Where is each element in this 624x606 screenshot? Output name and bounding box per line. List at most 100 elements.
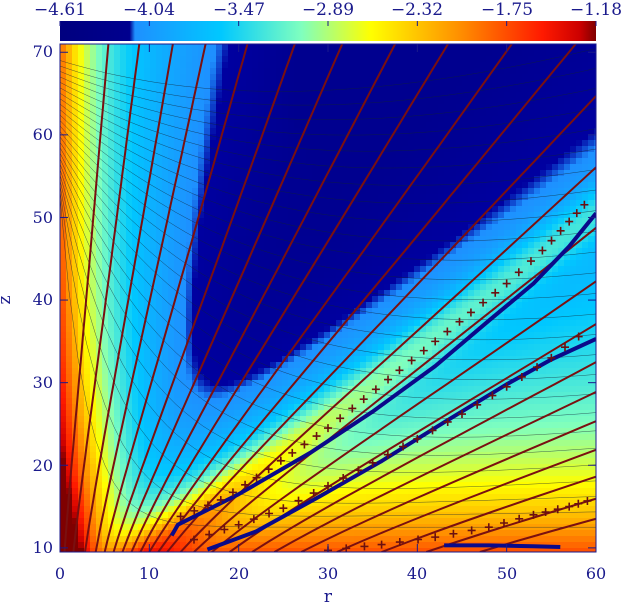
- field-cell-2098: [228, 182, 235, 189]
- field-cell-264: [564, 56, 571, 63]
- field-cell-1352: [72, 134, 79, 141]
- field-cell-625: [570, 80, 577, 87]
- field-cell-524: [504, 74, 511, 81]
- field-cell-4480: [480, 338, 487, 345]
- field-cell-636: [96, 86, 103, 93]
- field-cell-2347: [102, 200, 109, 207]
- field-cell-3653: [378, 284, 385, 291]
- field-cell-3443: [198, 272, 205, 279]
- field-cell-4899: [294, 368, 301, 375]
- field-cell-2541: [186, 212, 193, 219]
- field-cell-2591: [486, 212, 493, 219]
- field-cell-4370: [360, 332, 367, 339]
- field-cell-3431: [126, 272, 133, 279]
- field-cell-1623: [78, 152, 85, 159]
- field-cell-1719: [114, 158, 121, 165]
- field-cell-1084: [84, 116, 91, 123]
- field-cell-155: [450, 50, 457, 57]
- field-cell-3642: [312, 284, 319, 291]
- field-cell-2905: [210, 236, 217, 243]
- field-cell-493: [318, 74, 325, 81]
- field-cell-250: [480, 56, 487, 63]
- field-cell-356: [576, 62, 583, 69]
- field-cell-37: [282, 44, 289, 51]
- field-cell-1134: [384, 116, 391, 123]
- field-cell-1870: [480, 164, 487, 171]
- field-cell-3903: [258, 302, 265, 309]
- field-cell-2260: [120, 194, 127, 201]
- field-cell-1645: [210, 152, 217, 159]
- field-cell-1012: [192, 110, 199, 117]
- field-cell-1516: [516, 140, 523, 147]
- field-cell-1644: [204, 152, 211, 159]
- field-cell-3522: [132, 278, 139, 285]
- field-cell-2376: [276, 200, 283, 207]
- field-cell-4883: [198, 368, 205, 375]
- field-cell-4601: [126, 350, 133, 357]
- field-cell-470: [180, 74, 187, 81]
- field-cell-1343: [558, 128, 565, 135]
- field-cell-719: [594, 86, 596, 93]
- field-cell-2628: [168, 218, 175, 225]
- field-cell-697: [462, 86, 469, 93]
- field-cell-2605: [570, 212, 577, 219]
- field-cell-979: [534, 104, 541, 111]
- field-cell-3999: [294, 308, 301, 315]
- field-cell-2352: [132, 200, 139, 207]
- field-cell-2751: [366, 224, 373, 231]
- field-cell-3958: [588, 302, 595, 309]
- field-cell-2518: [588, 206, 595, 213]
- field-cell-2277: [222, 194, 229, 201]
- field-cell-1468: [228, 140, 235, 147]
- field-cell-2411: [486, 200, 493, 207]
- field-cell-1182: [132, 122, 139, 129]
- field-cell-4351: [246, 332, 253, 339]
- field-cell-4134: [564, 314, 571, 321]
- field-cell-4287: [402, 326, 409, 333]
- colorbar-label-3: −2.89: [302, 0, 354, 20]
- field-cell-4894: [264, 368, 271, 375]
- field-cell-4654: [444, 350, 451, 357]
- field-cell-2134: [444, 182, 451, 189]
- field-cell-4425: [150, 338, 157, 345]
- field-cell-4942: [552, 368, 559, 375]
- field-cell-3218: [468, 254, 475, 261]
- field-cell-1705: [570, 152, 577, 159]
- field-cell-4313: [558, 326, 565, 333]
- field-cell-3363: [258, 266, 265, 273]
- field-cell-4515: [150, 344, 157, 351]
- field-cell-4747: [462, 356, 469, 363]
- field-cell-2169: [114, 188, 121, 195]
- field-cell-4147: [102, 320, 109, 327]
- field-cell-3938: [468, 302, 475, 309]
- field-cell-249: [474, 56, 481, 63]
- field-cell-2214: [384, 188, 391, 195]
- field-cell-4562: [432, 344, 439, 351]
- field-cell-375: [150, 68, 157, 75]
- field-cell-1284: [204, 128, 211, 135]
- field-cell-3149: [594, 248, 596, 255]
- field-cell-4571: [486, 344, 493, 351]
- field-cell-3731: [306, 290, 313, 297]
- field-cell-1545: [150, 146, 157, 153]
- field-cell-3349: [174, 266, 181, 273]
- field-cell-388: [228, 68, 235, 75]
- field-cell-3602: [72, 284, 79, 291]
- field-cell-873: [438, 98, 445, 105]
- field-cell-627: [582, 80, 589, 87]
- field-cell-3271: [246, 260, 253, 267]
- field-cell-3174: [204, 254, 211, 261]
- field-cell-4528: [228, 344, 235, 351]
- field-cell-3091: [246, 248, 253, 255]
- field-cell-663: [258, 86, 265, 93]
- field-cell-4354: [264, 332, 271, 339]
- field-cell-793: [498, 92, 505, 99]
- field-cell-426: [456, 68, 463, 75]
- field-cell-4416: [96, 338, 103, 345]
- field-cell-4037: [522, 308, 529, 315]
- field-cell-3320: [540, 260, 547, 267]
- field-cell-1640: [180, 152, 187, 159]
- field-cell-4564: [444, 344, 451, 351]
- field-cell-2540: [180, 212, 187, 219]
- field-cell-2687: [522, 218, 529, 225]
